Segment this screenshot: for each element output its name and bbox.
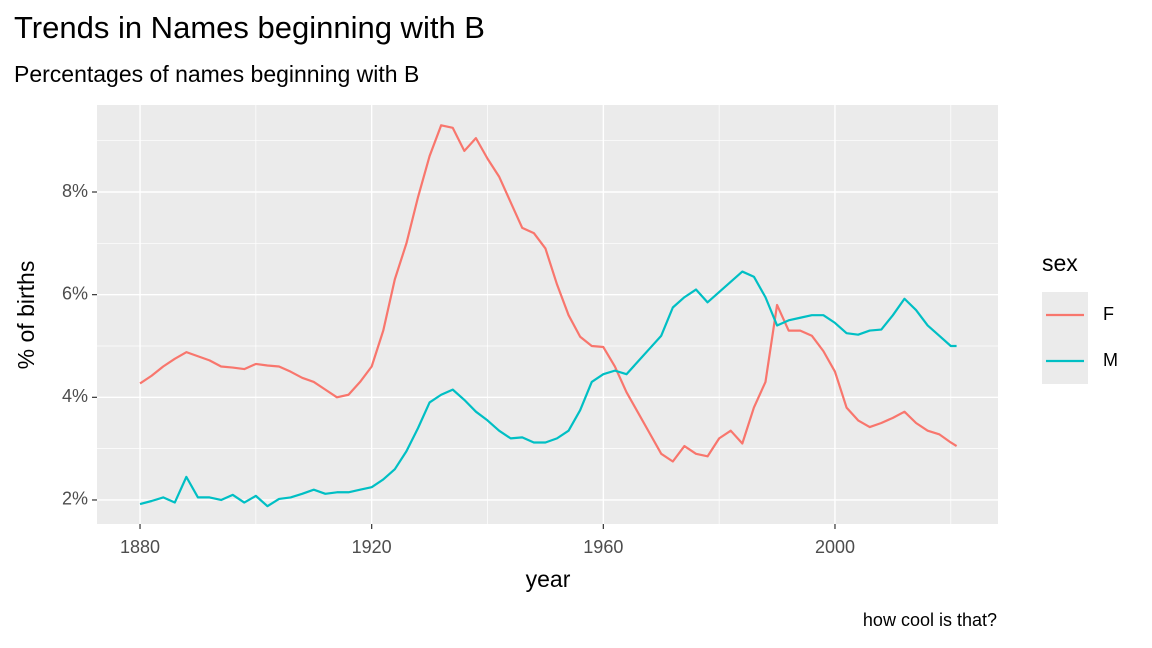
- legend-label: F: [1103, 304, 1114, 324]
- legend: FM: [1042, 292, 1118, 384]
- x-tick-label: 1880: [120, 537, 160, 557]
- caption: how cool is that?: [863, 610, 997, 630]
- series-line: [139, 124, 958, 463]
- x-axis-label: year: [526, 566, 571, 592]
- y-tick-label: 6%: [62, 283, 88, 303]
- y-axis-label: % of births: [13, 261, 39, 370]
- x-tick-label: 1920: [352, 537, 392, 557]
- chart-subtitle: Percentages of names beginning with B: [14, 61, 419, 87]
- legend-title: sex: [1042, 250, 1078, 276]
- panel: [97, 105, 998, 524]
- y-tick-label: 8%: [62, 181, 88, 201]
- lines: [139, 124, 958, 508]
- y-tick-label: 2%: [62, 489, 88, 509]
- series-line: [139, 270, 957, 508]
- x-tick-label: 2000: [815, 537, 855, 557]
- legend-label: M: [1103, 350, 1118, 370]
- chart-title: Trends in Names beginning with B: [14, 10, 485, 45]
- y-tick-label: 4%: [62, 386, 88, 406]
- x-tick-label: 1960: [583, 537, 623, 557]
- grid: [97, 105, 998, 524]
